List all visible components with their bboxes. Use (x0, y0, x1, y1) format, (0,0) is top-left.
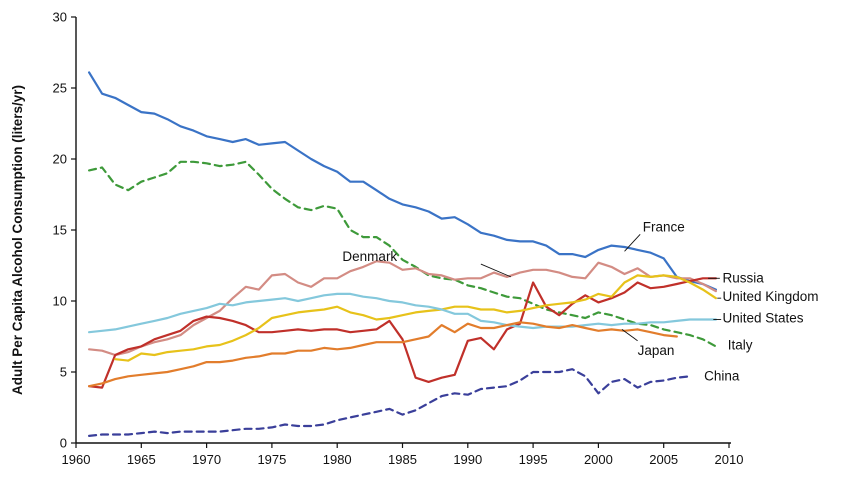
axes: 1960 1965 1970 1975 1980 1985 1990 1995 2000 2005… (53, 10, 744, 468)
x-tick-label: 1970 (192, 452, 221, 467)
series-line-china (88, 368, 691, 437)
x-tick-label: 1975 (257, 452, 286, 467)
y-tick-label: 15 (53, 223, 67, 238)
series-label-china: China (704, 369, 740, 384)
y-tick-label: 10 (53, 294, 67, 309)
y-tick-label: 20 (53, 152, 67, 167)
series-label-france: France (643, 219, 685, 234)
x-tick-label: 1995 (519, 452, 548, 467)
x-tick-label: 2005 (649, 452, 678, 467)
series-line-japan (88, 321, 678, 388)
x-tick-label: 1965 (127, 452, 156, 467)
series-line-denmark (88, 260, 717, 357)
series-label-italy: Italy (728, 337, 753, 352)
series-line-united-states (88, 292, 717, 334)
x-tick-label: 1990 (453, 452, 482, 467)
series-label-denmark: Denmark (342, 249, 397, 264)
series-line-france (88, 71, 717, 291)
leader-line-france (624, 233, 641, 252)
series-label-united-kingdom: United Kingdom (722, 289, 818, 304)
series-label-russia: Russia (722, 271, 764, 286)
series-line-united-kingdom (114, 274, 717, 362)
series-labels: France Denmark Russia United Kingdom United … (342, 219, 818, 383)
leader-line-denmark (480, 263, 512, 278)
y-tick-label: 25 (53, 81, 67, 96)
x-tick-label: 1980 (323, 452, 352, 467)
leader-line-japan (621, 329, 638, 342)
x-tick-label: 1960 (62, 452, 91, 467)
series-line-italy (88, 160, 717, 348)
y-axis-ticks: 0 5 10 15 20 25 30 (53, 10, 76, 451)
y-tick-label: 30 (53, 10, 67, 25)
x-tick-label: 2000 (584, 452, 613, 467)
x-axis-ticks: 1960 1965 1970 1975 1980 1985 1990 1995 2000 2005… (62, 443, 744, 467)
y-tick-label: 5 (60, 365, 67, 380)
y-tick-label: 0 (60, 436, 67, 451)
series-lines (88, 71, 717, 437)
series-label-japan: Japan (638, 343, 675, 358)
x-tick-label: 1985 (388, 452, 417, 467)
series-label-united-states: United States (722, 310, 803, 325)
y-axis-title: Adult Per Capita Alcohol Consumption (li… (10, 85, 25, 395)
series-line-russia (88, 277, 717, 389)
x-tick-label: 2010 (715, 452, 744, 467)
